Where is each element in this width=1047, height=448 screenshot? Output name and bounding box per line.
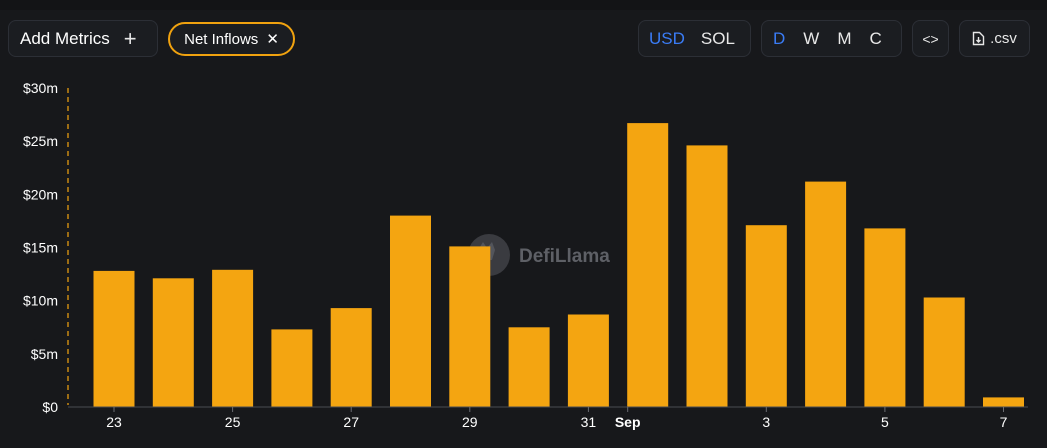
x-tick-label: 3 [762, 414, 770, 430]
y-tick-label: $0 [42, 399, 58, 415]
bar[interactable] [212, 269, 254, 407]
metric-pill-net-inflows[interactable]: Net Inflows ✕ [168, 22, 295, 56]
bar[interactable] [330, 308, 372, 407]
y-tick-label: $5m [31, 346, 58, 362]
bar[interactable] [864, 228, 906, 407]
bar[interactable] [449, 246, 491, 407]
bar[interactable] [805, 181, 847, 407]
period-option-week[interactable]: W [803, 28, 820, 48]
x-tick-label: 31 [581, 414, 597, 430]
watermark-text: DefiLlama [519, 246, 610, 267]
x-tick-label: 5 [881, 414, 889, 430]
add-metrics-button[interactable]: Add Metrics + [8, 20, 158, 57]
currency-option-usd[interactable]: USD [649, 28, 685, 48]
add-metrics-label: Add Metrics [20, 28, 110, 48]
download-csv-button[interactable]: .csv [959, 20, 1030, 57]
csv-label: .csv [990, 30, 1017, 47]
bar[interactable] [567, 314, 609, 408]
bar[interactable] [152, 278, 194, 407]
y-tick-label: $10m [23, 293, 58, 309]
y-axis: $0 $5m $10m $15m $20m $25m $30m [23, 80, 58, 415]
currency-option-sol[interactable]: SOL [700, 28, 735, 48]
period-toggle: D W M C [761, 20, 902, 57]
x-tick-label: 23 [106, 414, 122, 430]
metric-pill-label: Net Inflows [184, 30, 259, 48]
embed-code-button[interactable]: <> [912, 20, 949, 57]
x-tick-label: 29 [462, 414, 478, 430]
y-tick-label: $30m [23, 80, 58, 96]
period-option-month[interactable]: M [837, 28, 852, 48]
x-tick-label: 25 [225, 414, 241, 430]
period-option-day[interactable]: D [773, 28, 786, 48]
plus-icon: + [123, 25, 137, 51]
bars-group [93, 123, 1024, 408]
period-option-cumulative[interactable]: C [869, 28, 882, 48]
y-tick-label: $15m [23, 240, 58, 256]
bar[interactable] [508, 327, 550, 408]
bar[interactable] [627, 123, 669, 407]
bar[interactable] [93, 270, 135, 407]
bar[interactable] [271, 329, 313, 407]
close-icon[interactable]: ✕ [266, 31, 279, 48]
bar[interactable] [745, 225, 787, 407]
bar[interactable] [686, 145, 728, 407]
bar[interactable] [923, 297, 965, 408]
bar[interactable] [390, 215, 431, 407]
y-tick-label: $20m [23, 186, 58, 202]
x-tick-label: 7 [1000, 414, 1008, 430]
x-tick-label: 27 [343, 414, 359, 430]
x-tick-label: Sep [615, 414, 641, 430]
code-icon: <> [922, 30, 939, 47]
currency-toggle: USD SOL [638, 20, 751, 57]
x-axis: 23 25 27 29 31 Sep 3 5 7 [106, 407, 1008, 430]
file-download-icon [972, 31, 985, 46]
bar[interactable] [983, 397, 1024, 407]
y-tick-label: $25m [23, 133, 58, 149]
